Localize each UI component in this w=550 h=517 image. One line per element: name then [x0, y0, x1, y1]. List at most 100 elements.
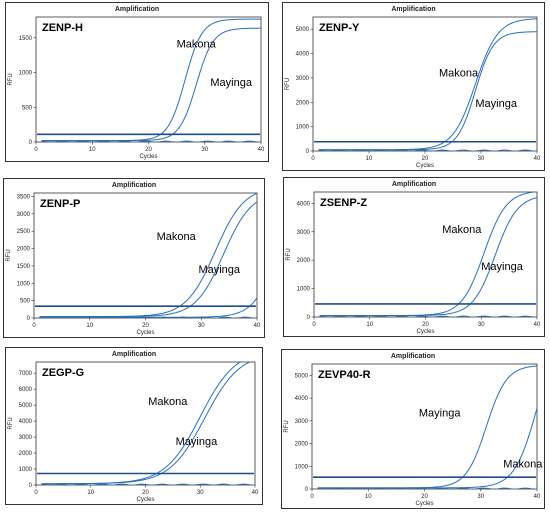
- curve-mayinga: [318, 31, 537, 151]
- x-tick-label: 20: [145, 147, 152, 153]
- y-tick-label: 0: [27, 316, 31, 322]
- y-tick-label: 5000: [295, 373, 309, 379]
- y-tick-label: 500: [22, 105, 33, 111]
- y-axis-label: RFU: [284, 420, 290, 432]
- y-tick-label: 4000: [295, 396, 309, 402]
- y-tick-label: 0: [29, 483, 33, 489]
- target-name: ZEVP40-R: [318, 369, 371, 381]
- label-mayinga: Mayinga: [475, 98, 517, 110]
- curve-mayinga: [39, 201, 257, 318]
- label-mayinga: Mayinga: [419, 407, 461, 419]
- y-tick-label: 5000: [296, 27, 310, 33]
- y-tick-label: 3500: [17, 194, 31, 200]
- label-makona: Makona: [442, 224, 482, 236]
- chart-title: Amplification: [112, 182, 156, 189]
- x-tick-label: 40: [534, 322, 541, 328]
- x-axis-label: Cycles: [136, 330, 154, 336]
- x-axis-label: Cycles: [415, 501, 433, 507]
- label-mayinga: Mayinga: [210, 77, 252, 89]
- y-tick-label: 1000: [19, 71, 33, 77]
- chart-title: Amplification: [391, 353, 435, 360]
- chart-svg: Amplification 0 10 20 30 40 0 1000 2000 3000 4000 5…: [285, 6, 541, 169]
- label-makona: Makona: [439, 68, 479, 80]
- label-makona: Makona: [148, 396, 188, 408]
- x-axis-label: Cycles: [416, 163, 434, 169]
- amplification-panel-zenp-y: Amplification 0 10 20 30 40 0 1000 2000 3000 4000 5…: [282, 2, 545, 171]
- x-tick-label: 0: [310, 494, 314, 500]
- target-name: ZSENP-Z: [320, 197, 367, 209]
- x-tick-label: 20: [142, 323, 149, 329]
- chart-svg: Amplification 0 10 20 30 40 0 1000 2000 3000 4000 5…: [8, 351, 259, 503]
- y-tick-label: 6000: [19, 387, 33, 393]
- label-makona: Makona: [503, 458, 543, 470]
- x-tick-label: 0: [34, 490, 38, 496]
- x-tick-label: 0: [311, 156, 315, 162]
- y-tick-label: 0: [307, 315, 311, 321]
- y-tick-label: 4000: [19, 419, 33, 425]
- x-tick-label: 30: [197, 490, 204, 496]
- y-axis-label: RFU: [8, 417, 14, 429]
- x-tick-label: 40: [534, 156, 541, 162]
- target-name: ZENP-P: [40, 198, 80, 210]
- y-tick-label: 0: [306, 149, 310, 155]
- chart-title: Amplification: [112, 351, 156, 358]
- y-tick-label: 1500: [19, 36, 33, 42]
- y-tick-label: 1000: [297, 287, 311, 293]
- y-tick-label: 0: [305, 487, 309, 493]
- x-tick-label: 20: [422, 322, 429, 328]
- chart-svg: Amplification 0 10 20 30 40 0 1000 2000 3000 4000 5…: [284, 353, 543, 507]
- label-mayinga: Mayinga: [198, 264, 240, 276]
- x-tick-label: 40: [258, 147, 265, 153]
- chart-title: Amplification: [115, 6, 159, 13]
- y-tick-label: 4000: [296, 52, 310, 58]
- y-tick-label: 3000: [297, 230, 311, 236]
- curve-mayinga: [41, 362, 251, 485]
- baseline-trace: [41, 140, 261, 142]
- y-tick-label: 2000: [297, 258, 311, 264]
- label-makona: Makona: [177, 39, 217, 51]
- y-tick-label: 1000: [295, 464, 309, 470]
- x-tick-label: 20: [421, 494, 428, 500]
- chart-svg: Amplification 0 10 20 30 40 0 1000 2000 3000 4000 C…: [286, 181, 541, 335]
- y-tick-label: 1000: [296, 125, 310, 131]
- curve-makona: [317, 408, 537, 489]
- x-tick-label: 10: [86, 323, 93, 329]
- curve-series-2: [39, 297, 257, 318]
- x-axis-label: Cycles: [136, 497, 154, 503]
- y-tick-label: 2000: [19, 451, 33, 457]
- label-mayinga: Mayinga: [176, 436, 218, 448]
- x-tick-label: 30: [201, 147, 208, 153]
- y-tick-label: 3000: [19, 435, 33, 441]
- amplification-panel-zevp40-r: Amplification 0 10 20 30 40 0 1000 2000 3000 4000 5…: [281, 349, 545, 509]
- amplification-panel-zenp-p: Amplification 0 10 20 30 40 0 500 1000 1500 2000 25…: [3, 178, 265, 338]
- amplification-panel-zsenp-z: Amplification 0 10 20 30 40 0 1000 2000 3000 4000 C…: [283, 177, 545, 337]
- x-tick-label: 0: [312, 322, 316, 328]
- y-tick-label: 3000: [17, 212, 31, 218]
- baseline-trace: [317, 487, 537, 489]
- x-tick-label: 40: [252, 490, 259, 496]
- x-tick-label: 30: [198, 323, 205, 329]
- y-axis-label: RFU: [285, 78, 291, 90]
- y-axis-label: RFU: [8, 73, 14, 85]
- plot-area: [313, 191, 538, 318]
- x-tick-label: 10: [89, 147, 96, 153]
- label-makona: Makona: [157, 231, 197, 243]
- y-tick-label: 2500: [17, 229, 31, 235]
- chart-svg: Amplification 0 10 20 30 40 0 500 1000 1500 2000 25…: [6, 182, 261, 336]
- x-tick-label: 20: [142, 490, 149, 496]
- y-tick-label: 0: [29, 140, 33, 146]
- curve-mayinga: [41, 27, 261, 142]
- plot-area: [33, 192, 258, 319]
- y-tick-label: 1000: [19, 467, 33, 473]
- target-name: ZENP-H: [42, 22, 83, 34]
- y-tick-label: 3000: [296, 76, 310, 82]
- amplification-panel-zenp-h: Amplification 0 10 20 30 40 0 500 1000 1500 Cycles…: [5, 2, 269, 162]
- x-tick-label: 30: [478, 322, 485, 328]
- y-tick-label: 2000: [296, 100, 310, 106]
- x-tick-label: 30: [477, 494, 484, 500]
- y-tick-label: 2000: [17, 247, 31, 253]
- x-tick-label: 10: [366, 156, 373, 162]
- x-tick-label: 0: [34, 147, 38, 153]
- y-tick-label: 2000: [295, 442, 309, 448]
- baseline-trace: [319, 315, 537, 317]
